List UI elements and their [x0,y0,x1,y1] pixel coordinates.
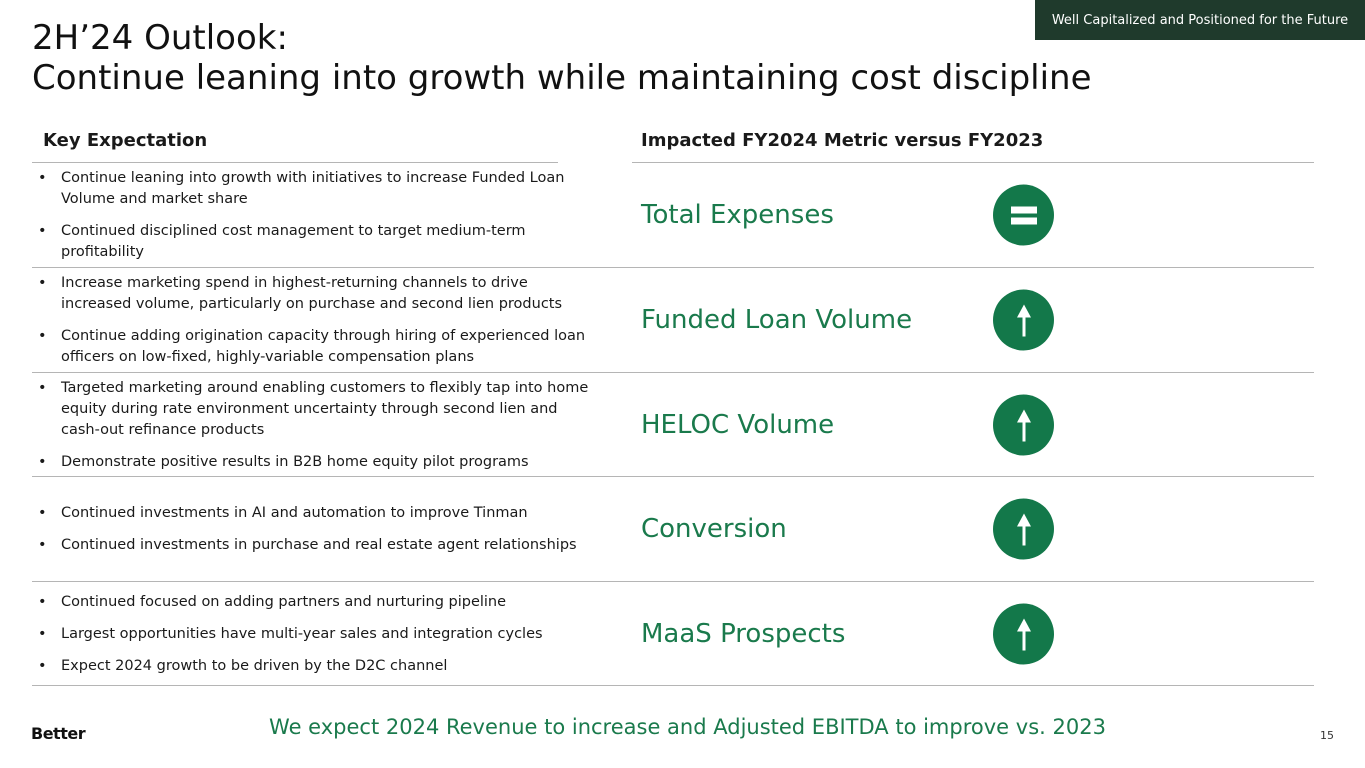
outlook-row: Continue leaning into growth with initia… [32,163,1314,267]
page-number: 15 [1320,729,1334,742]
right-header-divider [632,162,1314,163]
bullet-item: Largest opportunities have multi-year sa… [32,624,592,645]
footer-outlook-note: We expect 2024 Revenue to increase and A… [269,715,1106,739]
bullet-item: Continued disciplined cost management to… [32,221,592,263]
row-divider [32,476,1314,477]
arrow-up-icon [993,603,1054,665]
bullet-item: Continue leaning into growth with initia… [32,168,592,210]
page-title-line-1: 2H’24 Outlook: [32,18,288,58]
metric-label: MaaS Prospects [641,619,846,649]
bullet-item: Increase marketing spend in highest-retu… [32,273,592,315]
company-logo: Better [31,724,86,743]
outlook-row: Increase marketing spend in highest-retu… [32,268,1314,372]
arrow-up-icon [993,394,1054,456]
expectation-bullets: Continue leaning into growth with initia… [32,163,592,267]
impacted-metric-header: Impacted FY2024 Metric versus FY2023 [641,130,1044,151]
bullet-item: Continued investments in purchase and re… [32,535,592,556]
outlook-row: Continued focused on adding partners and… [32,582,1314,686]
expectation-bullets: Targeted marketing around enabling custo… [32,373,592,477]
expectation-bullets: Continued investments in AI and automati… [32,477,592,581]
equal-icon [993,184,1054,246]
metric-label: Conversion [641,514,787,544]
bullet-item: Continue adding origination capacity thr… [32,326,592,368]
row-divider [32,372,1314,373]
outlook-row: Continued investments in AI and automati… [32,477,1314,581]
arrow-up-icon [993,289,1054,351]
expectation-bullets: Increase marketing spend in highest-retu… [32,268,592,372]
row-divider [32,581,1314,582]
row-divider [32,267,1314,268]
expectation-bullets: Continued focused on adding partners and… [32,582,592,686]
bullet-item: Targeted marketing around enabling custo… [32,378,592,441]
metric-label: HELOC Volume [641,410,835,440]
metric-label: Funded Loan Volume [641,305,913,335]
bullet-item: Expect 2024 growth to be driven by the D… [32,656,592,677]
row-divider [32,685,1314,686]
bullet-item: Continued focused on adding partners and… [32,592,592,613]
left-header-divider [32,162,558,163]
bullet-item: Demonstrate positive results in B2B home… [32,452,592,473]
section-tagline: Well Capitalized and Positioned for the … [1035,0,1365,40]
metric-label: Total Expenses [641,200,834,230]
page-title: 2H’24 Outlook: Continue leaning into gro… [32,18,1092,98]
outlook-row: Targeted marketing around enabling custo… [32,373,1314,477]
bullet-item: Continued investments in AI and automati… [32,503,592,524]
page-title-line-2: Continue leaning into growth while maint… [32,58,1092,98]
key-expectation-header: Key Expectation [43,130,208,151]
arrow-up-icon [993,498,1054,560]
